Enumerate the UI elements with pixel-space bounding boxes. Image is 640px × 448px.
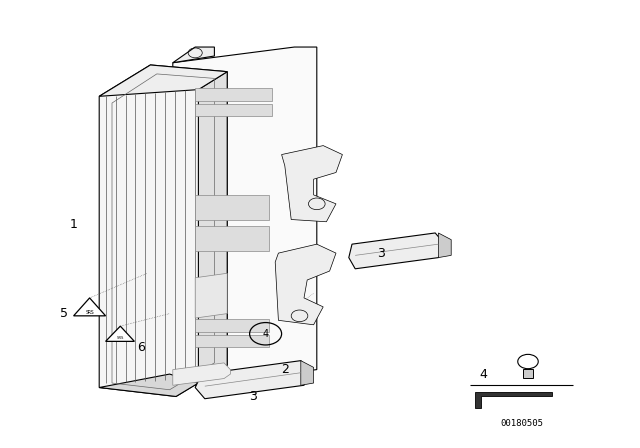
Polygon shape <box>173 47 214 63</box>
Polygon shape <box>195 104 272 116</box>
Polygon shape <box>349 233 445 269</box>
Text: 3: 3 <box>249 390 257 403</box>
Text: 2: 2 <box>281 363 289 376</box>
Text: 5: 5 <box>60 307 68 320</box>
Polygon shape <box>195 335 269 347</box>
Text: 6: 6 <box>138 340 145 354</box>
Polygon shape <box>173 47 317 385</box>
Text: 3: 3 <box>377 246 385 260</box>
Polygon shape <box>99 65 227 96</box>
Text: SRS: SRS <box>85 310 94 314</box>
Polygon shape <box>438 233 451 258</box>
Polygon shape <box>74 298 106 316</box>
Polygon shape <box>195 361 310 399</box>
Polygon shape <box>99 65 227 396</box>
Polygon shape <box>99 374 198 396</box>
Text: SRS: SRS <box>116 336 124 340</box>
Polygon shape <box>198 72 227 383</box>
Polygon shape <box>301 361 314 385</box>
Polygon shape <box>275 244 336 325</box>
Polygon shape <box>106 326 134 341</box>
Polygon shape <box>282 146 342 222</box>
Text: 00180505: 00180505 <box>500 419 543 428</box>
Text: 4: 4 <box>479 367 487 381</box>
Polygon shape <box>173 363 230 385</box>
Text: 4: 4 <box>262 329 269 339</box>
Polygon shape <box>195 273 227 318</box>
Polygon shape <box>195 319 269 332</box>
Text: 1: 1 <box>70 217 77 231</box>
Polygon shape <box>195 88 272 101</box>
Polygon shape <box>475 392 552 408</box>
Polygon shape <box>195 195 269 220</box>
Polygon shape <box>195 226 269 251</box>
Polygon shape <box>523 369 533 378</box>
